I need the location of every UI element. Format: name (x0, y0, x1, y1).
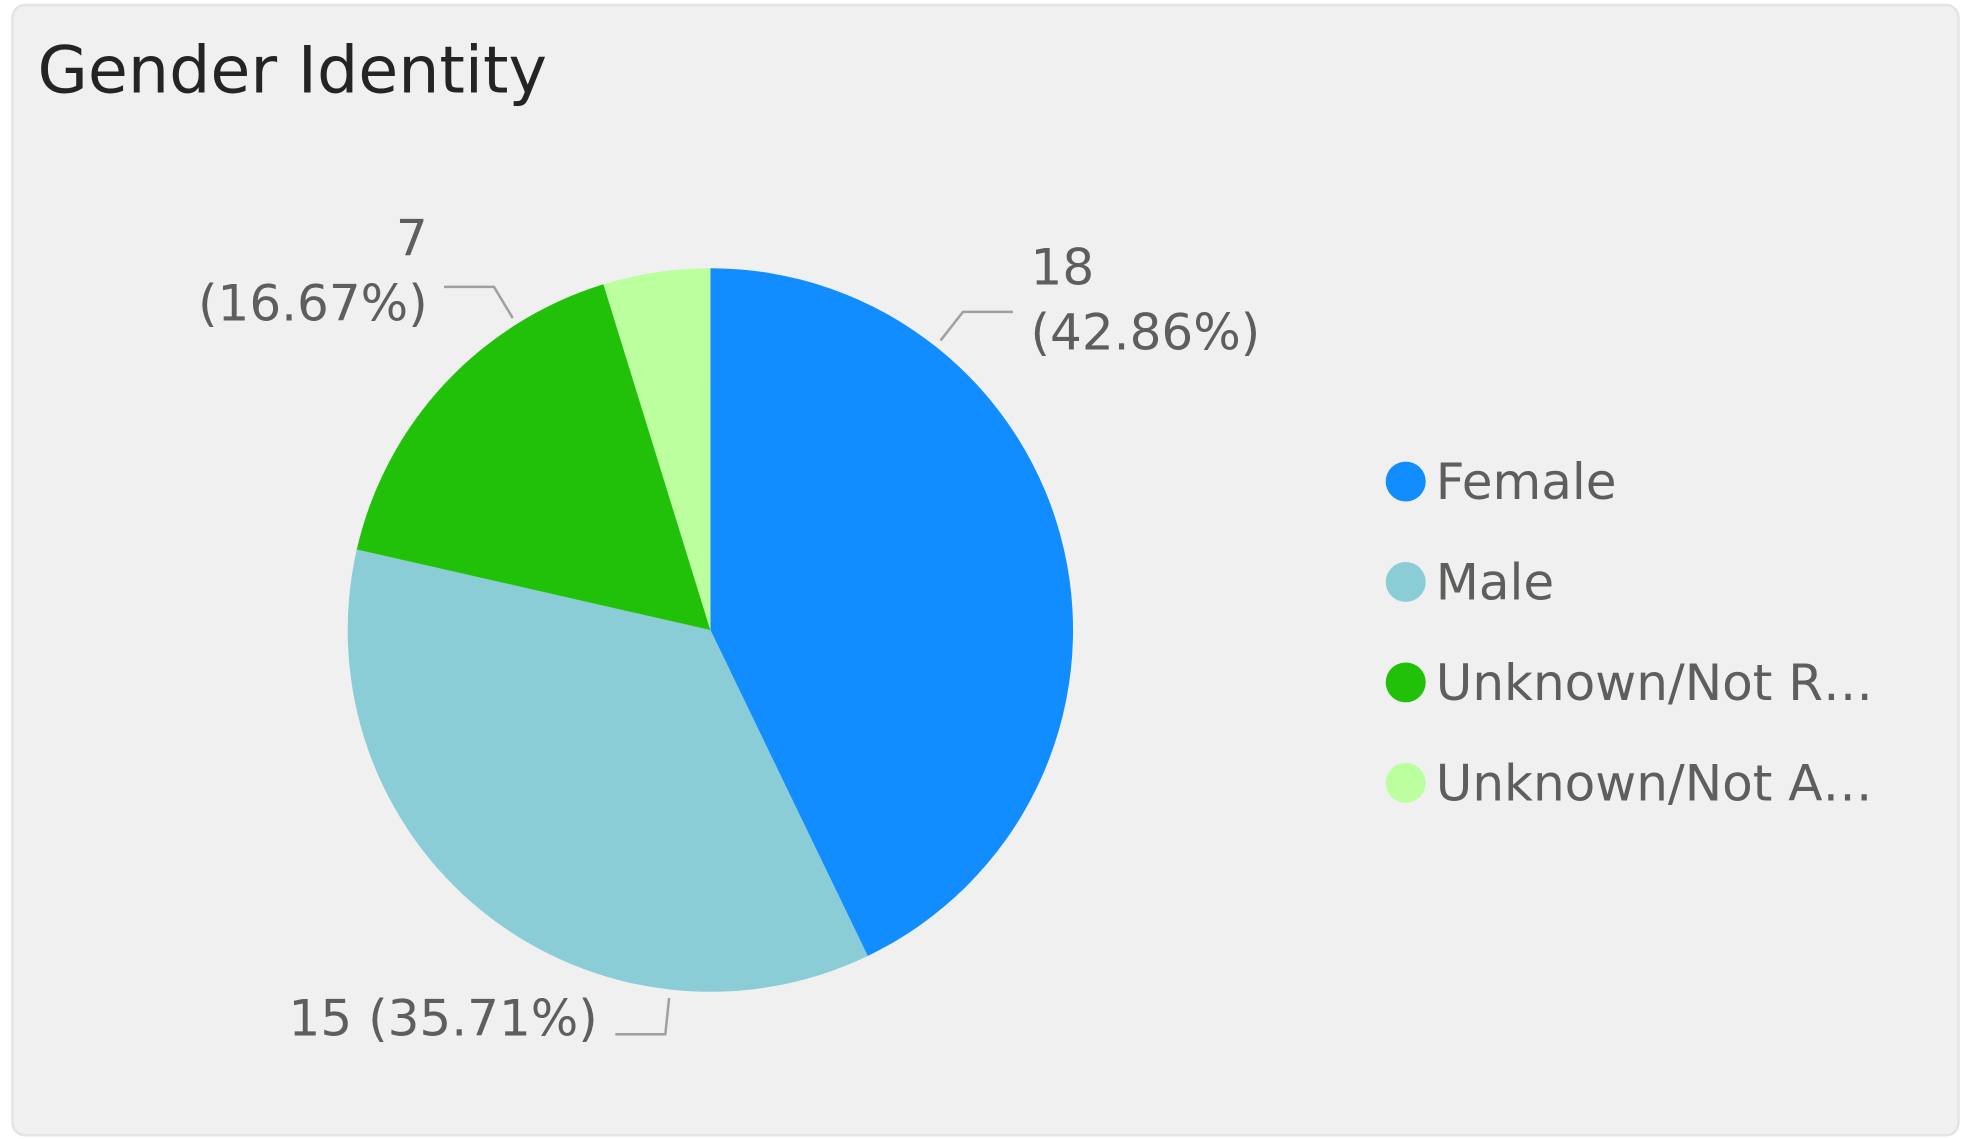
leader-line (443, 285, 514, 319)
legend-marker (1385, 762, 1426, 803)
legend-marker (1385, 461, 1426, 502)
leader-line (939, 310, 1014, 342)
data-label: 7 (16.67%) (198, 210, 428, 333)
data-label: 18 (42.86%) (1031, 238, 1261, 361)
pie-slice (356, 284, 711, 631)
legend-marker (1385, 662, 1426, 703)
data-label: 15 (35.71%) (289, 990, 598, 1048)
legend-label: Female (1436, 453, 1617, 511)
leader-line (615, 997, 671, 1036)
pie-slice (347, 549, 868, 992)
pie-slice (710, 268, 1074, 956)
pie-slice (603, 268, 711, 631)
chart-title: Gender Identity (38, 33, 547, 108)
legend-label: Unknown/Not A… (1436, 754, 1873, 812)
legend-label: Unknown/Not R… (1436, 654, 1873, 712)
legend-marker (1385, 562, 1426, 602)
legend-label: Male (1436, 553, 1554, 611)
